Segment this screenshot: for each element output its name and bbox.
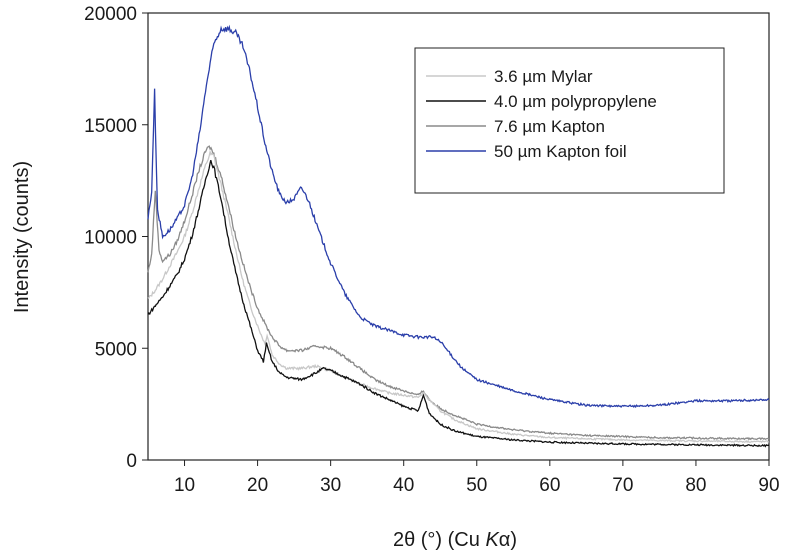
- x-axis-ticks: 10 20 30 40 50 60 70 80 90: [174, 460, 780, 496]
- y-tick-label: 15000: [84, 116, 137, 137]
- x-tick-label: 60: [539, 475, 560, 496]
- legend-box: [414, 47, 725, 194]
- x-axis-title: 2θ (°) (Cu Kα): [393, 529, 517, 551]
- series-line-2: [147, 145, 770, 441]
- y-tick-label: 20000: [84, 4, 137, 25]
- x-axis-title-part-2: K: [485, 529, 500, 551]
- x-tick-label: 80: [685, 475, 706, 496]
- x-tick-label: 30: [320, 475, 341, 496]
- x-tick-label: 50: [466, 475, 487, 496]
- legend-entries: 3.6 µm Mylar 4.0 µm polypropylene 7.6 µm K…: [426, 67, 657, 161]
- y-axis-ticks: 0 5000 10000 15000 20000: [84, 4, 148, 472]
- x-axis-title-part-3: α): [499, 529, 517, 551]
- legend-label-2: 7.6 µm Kapton: [494, 117, 605, 136]
- x-tick-label: 90: [758, 475, 779, 496]
- x-tick-label: 10: [174, 475, 195, 496]
- y-tick-label: 5000: [95, 339, 137, 360]
- x-tick-label: 70: [612, 475, 633, 496]
- y-axis-title: Intensity (counts): [11, 161, 33, 313]
- x-axis-title-part-1: 2θ (°) (Cu: [393, 529, 485, 551]
- series-layer: [147, 24, 770, 448]
- y-tick-label: 0: [126, 451, 137, 472]
- x-tick-label: 20: [247, 475, 268, 496]
- series-line-0: [147, 149, 770, 444]
- legend-label-3: 50 µm Kapton foil: [494, 142, 627, 161]
- legend-label-1: 4.0 µm polypropylene: [494, 92, 657, 111]
- series-line-3: [147, 24, 770, 409]
- x-tick-label: 40: [393, 475, 414, 496]
- legend: 3.6 µm Mylar 4.0 µm polypropylene 7.6 µm K…: [414, 47, 725, 194]
- series-line-1: [147, 159, 770, 448]
- legend-label-0: 3.6 µm Mylar: [494, 67, 593, 86]
- y-tick-label: 10000: [84, 228, 137, 249]
